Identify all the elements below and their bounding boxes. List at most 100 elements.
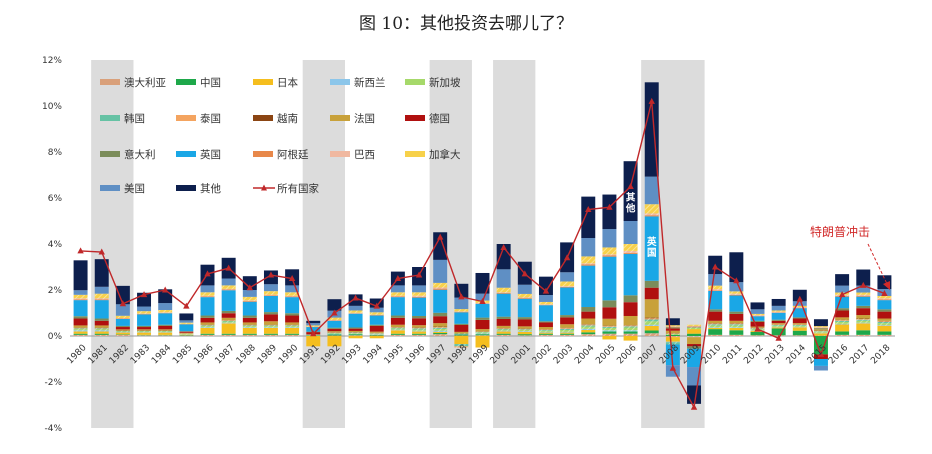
- bar-segment: [306, 320, 321, 324]
- bar-segment: [137, 314, 152, 326]
- bar-segment-hatch: [496, 328, 511, 330]
- bar-segment: [221, 323, 236, 334]
- bar-segment-hatch: [729, 325, 744, 328]
- bar-segment-hatch: [750, 313, 765, 316]
- legend-label: 美国: [124, 182, 145, 195]
- bar-segment: [644, 215, 659, 217]
- bar-segment-hatch: [433, 287, 448, 289]
- bar-segment: [813, 319, 828, 327]
- bar-segment: [771, 298, 786, 306]
- bar-segment: [602, 318, 617, 326]
- bar-segment-hatch: [708, 327, 723, 328]
- bar-segment-hatch: [877, 323, 892, 325]
- bar-segment: [94, 299, 109, 301]
- legend-swatch: [405, 79, 425, 85]
- bar-segment-hatch: [242, 300, 257, 302]
- bar-segment: [560, 324, 575, 328]
- x-tick-label: 2003: [552, 343, 575, 366]
- legend-swatch: [176, 115, 196, 121]
- bar-segment: [665, 327, 680, 329]
- bar-segment-hatch: [877, 295, 892, 299]
- legend-swatch: [330, 151, 350, 157]
- bar-segment-hatch: [348, 310, 363, 313]
- bar-segment: [263, 284, 278, 292]
- bar-segment-hatch: [665, 342, 680, 345]
- bar-segment: [560, 286, 575, 288]
- bar-segment: [517, 334, 532, 336]
- total-marker: [310, 330, 317, 337]
- legend-label: 英国: [200, 148, 221, 161]
- total-marker: [119, 300, 127, 307]
- bar-segment: [242, 276, 257, 290]
- bar-segment: [581, 332, 596, 335]
- bar-segment: [242, 317, 257, 323]
- bar-segment: [137, 306, 152, 312]
- bar-segment-hatch: [538, 331, 553, 333]
- x-tick-label: 2013: [764, 343, 787, 366]
- bar-segment: [179, 331, 194, 333]
- y-tick-label: -2%: [44, 378, 62, 388]
- legend-swatch: [330, 79, 350, 85]
- bar-segment-hatch: [390, 334, 405, 336]
- bar-segment: [115, 285, 130, 305]
- legend-swatch: [176, 151, 196, 157]
- bar-segment-hatch: [517, 293, 532, 298]
- legend-label: 泰国: [200, 112, 221, 125]
- bar-segment-hatch: [73, 330, 88, 332]
- bar-segment-hatch: [390, 292, 405, 296]
- bar-segment-hatch: [708, 289, 723, 291]
- total-marker: [331, 309, 338, 316]
- bar-segment: [602, 336, 617, 340]
- bar-segment-hatch: [708, 285, 723, 290]
- bar-segment: [412, 296, 427, 298]
- bar-segment-hatch: [137, 331, 152, 333]
- bar-segment: [729, 320, 744, 324]
- bar-segment-hatch: [475, 333, 490, 335]
- bar-segment: [285, 297, 300, 314]
- bar-segment: [263, 321, 278, 325]
- annotation-arrow: [867, 243, 889, 287]
- total-marker: [563, 254, 571, 261]
- bar-segment: [412, 315, 427, 319]
- bar-segment: [200, 327, 215, 334]
- bar-segment: [538, 322, 553, 328]
- bar-segment: [179, 332, 194, 334]
- bar-segment: [412, 325, 427, 328]
- bar-segment-hatch: [602, 326, 617, 327]
- bar-segment: [94, 259, 109, 287]
- bar-segment: [475, 334, 490, 336]
- bar-segment: [242, 322, 257, 325]
- bar-segment: [348, 334, 363, 336]
- bar-segment: [221, 317, 236, 321]
- bar-segment-hatch: [94, 334, 109, 336]
- bar-segment: [158, 332, 173, 335]
- bar-segment-hatch: [221, 320, 236, 322]
- bar-segment: [856, 285, 871, 293]
- bar-segment-hatch: [179, 322, 194, 324]
- bar-segment: [750, 320, 765, 322]
- bar-segment-hatch: [137, 311, 152, 314]
- bar-segment-hatch: [263, 294, 278, 296]
- legend-swatch: [100, 151, 120, 157]
- bar-segment: [877, 331, 892, 335]
- legend-label: 所有国家: [277, 182, 319, 195]
- bar-segment: [560, 287, 575, 316]
- bar-segment: [73, 299, 88, 301]
- bar-segment: [433, 312, 448, 317]
- bar-segment: [750, 316, 765, 321]
- bar-segment-hatch: [856, 294, 871, 296]
- bar-segment-hatch: [158, 331, 173, 333]
- bar-segment: [877, 318, 892, 321]
- legend-label: 中国: [200, 76, 221, 89]
- bar-segment-hatch: [200, 334, 215, 336]
- bar-segment-hatch: [221, 321, 236, 323]
- bar-segment: [856, 305, 871, 309]
- bar-segment: [602, 331, 617, 334]
- bar-segment: [242, 301, 257, 302]
- bar-segment: [348, 327, 363, 329]
- bar-segment-hatch: [369, 312, 384, 315]
- bar-segment-hatch: [813, 326, 828, 328]
- legend-swatch: [405, 151, 425, 157]
- bar-segment: [348, 328, 363, 331]
- bar-segment-hatch: [390, 327, 405, 329]
